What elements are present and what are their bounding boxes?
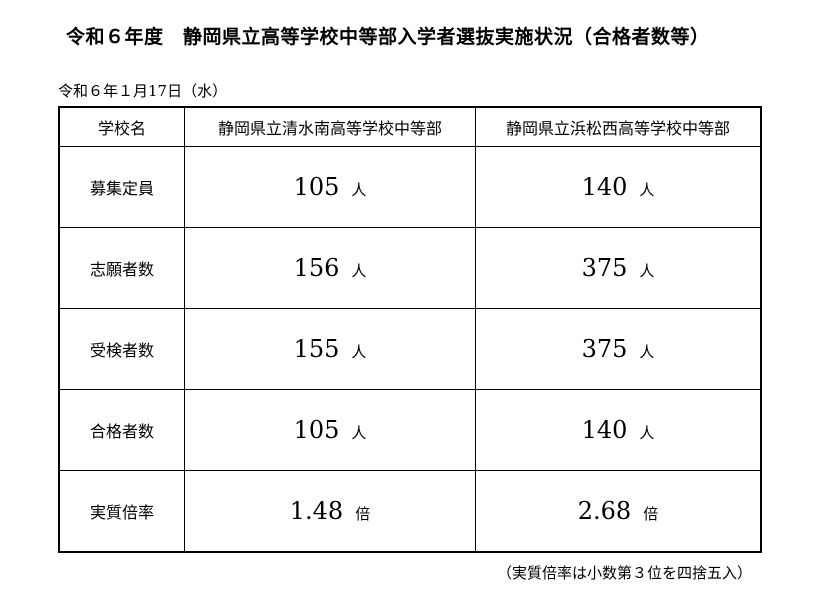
unit: 人 [639, 343, 655, 361]
value-cell: 156 人 [184, 227, 476, 309]
value-cell: 105 人 [184, 389, 476, 471]
value: 1.48 [289, 497, 344, 525]
unit: 人 [351, 262, 367, 280]
value: 140 [581, 416, 628, 444]
table-row: 募集定員 105 人 140 人 [58, 146, 762, 228]
unit: 人 [639, 424, 655, 442]
table-row: 受検者数 155 人 375 人 [58, 308, 762, 390]
page-title: 令和６年度 静岡県立高等学校中等部入学者選抜実施状況（合格者数等） [66, 26, 710, 48]
unit: 人 [639, 262, 655, 280]
unit: 人 [351, 424, 367, 442]
value-cell: 2.68 倍 [475, 470, 762, 553]
value: 375 [581, 335, 628, 363]
table-header-row: 学校名 静岡県立清水南高等学校中等部 静岡県立浜松西高等学校中等部 [58, 106, 762, 147]
value: 105 [293, 173, 340, 201]
table-row: 合格者数 105 人 140 人 [58, 389, 762, 471]
unit: 人 [351, 181, 367, 199]
unit: 人 [351, 343, 367, 361]
value-cell: 140 人 [475, 146, 762, 228]
value: 156 [293, 254, 340, 282]
value-cell: 1.48 倍 [184, 470, 476, 553]
unit: 倍 [643, 505, 659, 523]
row-label: 実質倍率 [58, 470, 185, 553]
date: 令和６年１月17日（水） [58, 82, 228, 100]
unit: 倍 [355, 505, 371, 523]
table-row: 実質倍率 1.48 倍 2.68 倍 [58, 470, 762, 553]
value-cell: 155 人 [184, 308, 476, 390]
header-cell: 学校名 [58, 106, 185, 147]
value-cell: 375 人 [475, 308, 762, 390]
value: 2.68 [577, 497, 632, 525]
footnote: （実質倍率は小数第３位を四捨五入） [496, 564, 752, 582]
header-cell: 静岡県立浜松西高等学校中等部 [475, 106, 762, 147]
table-row: 志願者数 156 人 375 人 [58, 227, 762, 309]
value-cell: 105 人 [184, 146, 476, 228]
row-label: 合格者数 [58, 389, 185, 471]
unit: 人 [639, 181, 655, 199]
value: 375 [581, 254, 628, 282]
value-cell: 140 人 [475, 389, 762, 471]
row-label: 受検者数 [58, 308, 185, 390]
value: 105 [293, 416, 340, 444]
value: 140 [581, 173, 628, 201]
row-label: 募集定員 [58, 146, 185, 228]
admission-table: 学校名 静岡県立清水南高等学校中等部 静岡県立浜松西高等学校中等部 募集定員 10… [58, 106, 762, 553]
value-cell: 375 人 [475, 227, 762, 309]
header-cell: 静岡県立清水南高等学校中等部 [184, 106, 476, 147]
row-label: 志願者数 [58, 227, 185, 309]
value: 155 [293, 335, 340, 363]
